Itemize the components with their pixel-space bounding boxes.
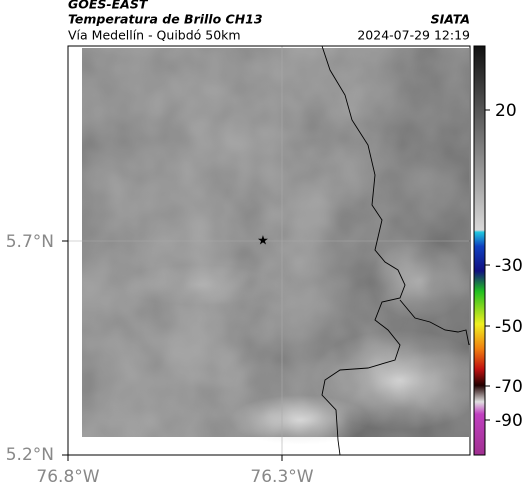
satellite-image [82,48,490,445]
colorbar-ticks: 20 -30 -50 -70 -90 [485,101,523,431]
boundary [321,45,470,456]
colorbar-label: -70 [495,377,523,397]
product: Temperatura de Brillo CH13 [68,12,263,27]
lat-label: 5.2°N [6,445,54,465]
colorbar-label: 20 [495,101,517,121]
source: GOES-EAST [68,0,149,12]
station-marker: ★ [257,234,269,249]
colorbar-label: -90 [495,411,523,431]
lon-label: 76.3°W [250,467,313,487]
route: Vía Medellín - Quibdó 50km [68,28,241,43]
colorbar [473,45,486,456]
colorbar-label: -50 [495,317,523,337]
lat-label: 5.7°N [6,232,54,252]
timestamp: 2024-07-29 12:19 [357,28,470,43]
agency: SIATA [431,12,470,27]
colorbar-label: -30 [495,256,523,276]
lon-label: 76.8°W [36,467,99,487]
map-frame [67,45,471,456]
